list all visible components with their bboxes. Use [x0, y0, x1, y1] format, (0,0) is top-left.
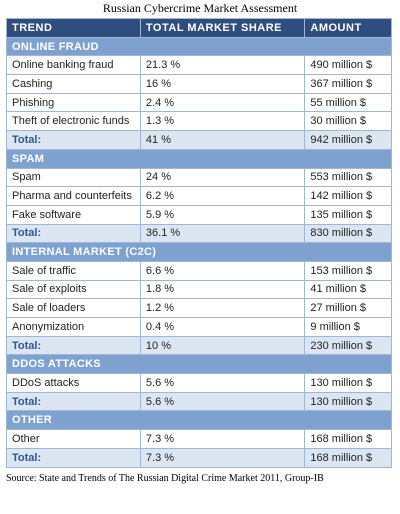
data-row: Sale of traffic 6.6 % 153 million $ [6, 260, 392, 281]
cell: 1.3 % [139, 111, 306, 132]
total-cell: Total: [6, 130, 141, 150]
section-row: SPAM [6, 148, 392, 169]
cell: Theft of electronic funds [6, 111, 141, 132]
data-row: Pharma and counterfeits 6.2 % 142 million … [6, 186, 392, 206]
total-row: Total: 5.6 % 130 million $ [6, 391, 392, 412]
cell: Anonymization [6, 317, 141, 337]
total-cell: 10 % [139, 335, 306, 356]
total-cell: 230 million $ [304, 335, 392, 356]
section-row: OTHER [6, 410, 392, 431]
total-cell: 942 million $ [304, 130, 392, 150]
cell: 30 million $ [304, 111, 392, 132]
data-row: Online banking fraud 21.3 % 490 million $ [6, 55, 392, 76]
column-header: AMOUNT [304, 18, 392, 38]
section-name: DDOS ATTACKS [6, 354, 392, 375]
cell: 7.3 % [139, 429, 306, 449]
cell: 0.4 % [139, 317, 306, 337]
cell: Pharma and counterfeits [6, 186, 141, 206]
cell: 5.9 % [139, 204, 306, 225]
cell: 6.6 % [139, 260, 306, 281]
cell: 5.6 % [139, 373, 306, 393]
total-cell: 130 million $ [304, 391, 392, 412]
data-row: Sale of loaders 1.2 % 27 million $ [6, 298, 392, 318]
cell: Spam [6, 167, 141, 188]
cell: 24 % [139, 167, 306, 188]
market-table: TREND TOTAL MARKET SHARE AMOUNT ONLINE F… [6, 18, 392, 468]
total-row: Total: 10 % 230 million $ [6, 335, 392, 356]
cell: Cashing [6, 74, 141, 94]
cell: Online banking fraud [6, 55, 141, 76]
section-row: ONLINE FRAUD [6, 36, 392, 57]
data-row: Sale of exploits 1.8 % 41 million $ [6, 279, 392, 300]
cell: 142 million $ [304, 186, 392, 206]
cell: Other [6, 429, 141, 449]
cell: Phishing [6, 92, 141, 113]
data-row: Phishing 2.4 % 55 million $ [6, 92, 392, 113]
cell: 130 million $ [304, 373, 392, 393]
cell: 2.4 % [139, 92, 306, 113]
data-row: Anonymization 0.4 % 9 million $ [6, 317, 392, 337]
cell: 490 million $ [304, 55, 392, 76]
total-row: Total: 7.3 % 168 million $ [6, 447, 392, 468]
cell: 55 million $ [304, 92, 392, 113]
section-row: DDOS ATTACKS [6, 354, 392, 375]
total-row: Total: 41 % 942 million $ [6, 130, 392, 150]
total-cell: Total: [6, 223, 141, 244]
cell: 1.8 % [139, 279, 306, 300]
title: Russian Cybercrime Market Assessment [102, 1, 298, 15]
cell: DDoS attacks [6, 373, 141, 393]
total-cell: 36.1 % [139, 223, 306, 244]
cell: 27 million $ [304, 298, 392, 318]
data-row: Cashing 16 % 367 million $ [6, 74, 392, 94]
section-name: SPAM [6, 148, 392, 169]
cell: 135 million $ [304, 204, 392, 225]
cell: Fake software [6, 204, 141, 225]
data-row: Theft of electronic funds 1.3 % 30 million… [6, 111, 392, 132]
total-cell: 7.3 % [139, 447, 306, 468]
cell: 9 million $ [304, 317, 392, 337]
total-cell: Total: [6, 335, 141, 356]
cell: 168 million $ [304, 429, 392, 449]
total-cell: 830 million $ [304, 223, 392, 244]
total-cell: Total: [6, 391, 141, 412]
data-row: Other 7.3 % 168 million $ [6, 429, 392, 449]
section-name: INTERNAL MARKET (C2C) [6, 242, 392, 262]
total-row: Total: 36.1 % 830 million $ [6, 223, 392, 244]
cell: 6.2 % [139, 186, 306, 206]
cell: 153 million $ [304, 260, 392, 281]
total-cell: 41 % [139, 130, 306, 150]
total-cell: Total: [6, 447, 141, 468]
section-name: OTHER [6, 410, 392, 431]
section-row: INTERNAL MARKET (C2C) [6, 242, 392, 262]
data-row: Fake software 5.9 % 135 million $ [6, 204, 392, 225]
cell: 367 million $ [304, 74, 392, 94]
cell: Sale of loaders [6, 298, 141, 318]
column-header: TOTAL MARKET SHARE [139, 18, 306, 38]
header-row: TREND TOTAL MARKET SHARE AMOUNT [6, 18, 392, 38]
column-header: TREND [6, 18, 141, 38]
cell: 553 million $ [304, 167, 392, 188]
section-name: ONLINE FRAUD [6, 36, 392, 57]
cell: Sale of exploits [6, 279, 141, 300]
total-cell: 168 million $ [304, 447, 392, 468]
cell: 21.3 % [139, 55, 306, 76]
total-cell: 5.6 % [139, 391, 306, 412]
cell: 16 % [139, 74, 306, 94]
data-row: DDoS attacks 5.6 % 130 million $ [6, 373, 392, 393]
data-row: Spam 24 % 553 million $ [6, 167, 392, 188]
cell: 1.2 % [139, 298, 306, 318]
cell: 41 million $ [304, 279, 392, 300]
cell: Sale of traffic [6, 260, 141, 281]
source-note: Source: State and Trends of The Russian … [6, 473, 324, 484]
